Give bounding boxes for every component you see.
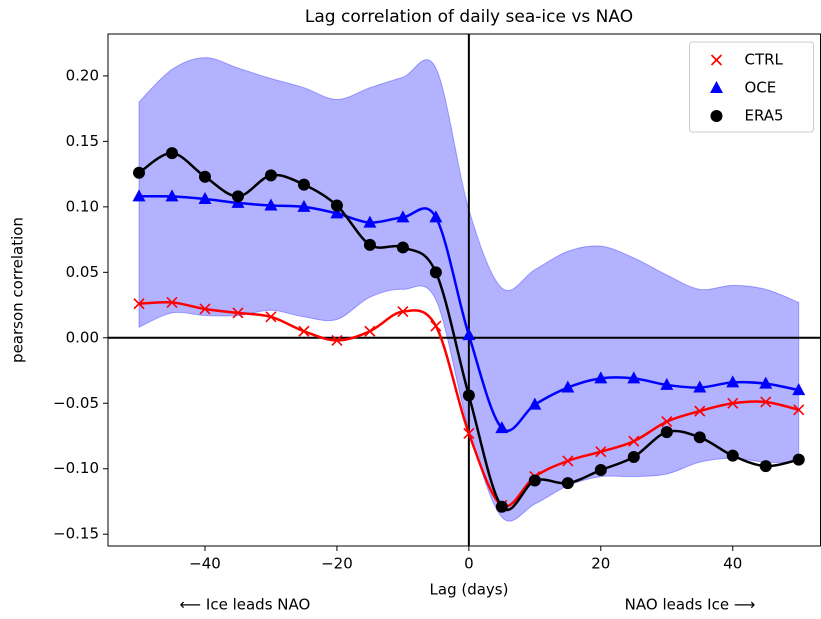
marker — [561, 477, 574, 490]
y-tick-label: −0.05 — [53, 394, 99, 412]
marker — [693, 380, 707, 393]
marker — [264, 169, 277, 182]
marker — [561, 380, 575, 393]
marker — [198, 170, 211, 183]
annotation: ⟵ Ice leads NAO — [180, 596, 311, 614]
marker — [331, 334, 343, 346]
y-tick-label: 0.00 — [66, 328, 99, 346]
marker — [165, 189, 179, 202]
marker — [198, 191, 212, 204]
legend-marker — [710, 110, 723, 122]
marker — [495, 421, 509, 434]
legend-marker — [710, 54, 723, 66]
marker — [199, 303, 211, 315]
y-tick-label: −0.10 — [53, 459, 99, 477]
marker — [430, 320, 442, 332]
marker — [298, 325, 310, 337]
marker — [330, 199, 343, 212]
marker — [793, 404, 805, 416]
marker — [397, 306, 409, 318]
y-tick-label: −0.15 — [53, 525, 99, 543]
annotation: NAO leads Ice ⟶ — [625, 596, 756, 614]
legend-label: CTRL — [745, 51, 784, 69]
marker — [133, 166, 146, 179]
marker — [661, 416, 673, 428]
marker — [396, 210, 410, 223]
marker — [726, 449, 739, 462]
marker — [297, 199, 311, 212]
marker — [660, 426, 673, 439]
marker — [165, 147, 178, 160]
marker — [627, 450, 640, 463]
marker — [133, 298, 145, 310]
marker — [660, 377, 674, 390]
marker — [759, 460, 772, 473]
marker — [528, 397, 542, 410]
legend-label: OCE — [745, 79, 777, 97]
x-axis-label: Lag (days) — [430, 581, 509, 599]
marker — [727, 397, 739, 409]
y-axis-label: pearson correlation — [9, 217, 27, 363]
marker — [759, 376, 773, 389]
x-tick-label: −20 — [321, 555, 353, 573]
x-tick-label: 20 — [591, 555, 610, 573]
chart-title: Lag correlation of daily sea-ice vs NAO — [305, 7, 633, 27]
marker — [462, 328, 476, 341]
y-tick-label: 0.10 — [66, 197, 99, 215]
y-tick-label: 0.05 — [66, 263, 99, 281]
marker — [363, 238, 376, 251]
marker — [166, 296, 178, 309]
legend-label: ERA5 — [745, 107, 784, 125]
marker — [264, 198, 278, 211]
marker — [694, 405, 706, 417]
marker — [594, 371, 608, 384]
marker — [363, 215, 377, 228]
marker — [396, 241, 409, 254]
marker — [429, 210, 443, 223]
marker — [792, 383, 806, 396]
marker — [595, 446, 607, 458]
marker — [495, 500, 508, 513]
marker — [726, 375, 740, 388]
y-tick-label: 0.15 — [66, 132, 99, 150]
marker — [594, 464, 607, 477]
marker — [265, 311, 277, 323]
x-tick-label: 0 — [464, 555, 474, 573]
legend: CTRL OCE ERA5 — [689, 41, 814, 133]
marker — [760, 396, 772, 408]
marker — [232, 307, 244, 319]
marker — [528, 474, 541, 487]
marker — [297, 178, 310, 191]
marker — [628, 435, 640, 447]
marker — [462, 389, 475, 402]
marker — [231, 190, 244, 203]
marker — [792, 453, 805, 466]
marker — [562, 455, 574, 467]
marker — [132, 189, 146, 202]
x-tick-label: 40 — [723, 555, 742, 573]
marker — [463, 427, 475, 439]
marker — [627, 371, 641, 384]
marker — [364, 325, 376, 337]
y-tick-label: 0.20 — [66, 66, 99, 84]
marker — [429, 266, 442, 279]
x-tick-label: −40 — [189, 555, 221, 573]
legend-marker — [710, 81, 723, 93]
marker — [330, 206, 344, 219]
marker — [693, 431, 706, 444]
